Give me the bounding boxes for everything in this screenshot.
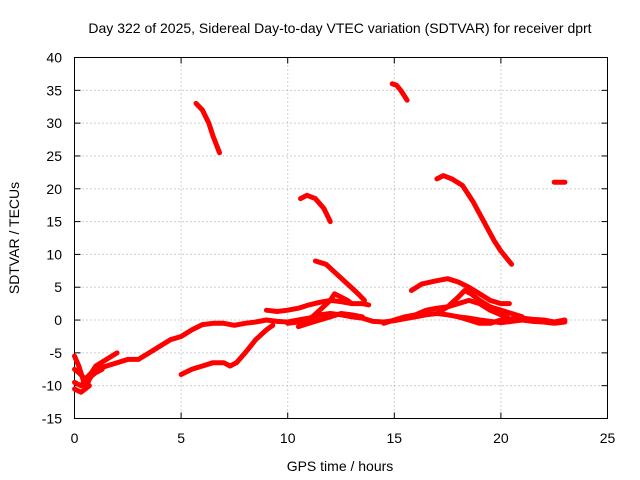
y-tick-label: 5 bbox=[54, 279, 62, 295]
y-axis-label: SDTVAR / TECUs bbox=[6, 182, 22, 294]
series-line-arc-10 bbox=[298, 192, 333, 225]
tick-marks bbox=[74, 57, 608, 419]
series-line-arc-3 bbox=[72, 366, 105, 389]
series-line-arc-15 bbox=[434, 288, 525, 320]
x-tick-labels: 0 5 10 15 20 25 bbox=[71, 430, 616, 446]
y-tick-label: -15 bbox=[42, 411, 62, 427]
y-tick-label: 15 bbox=[46, 214, 62, 230]
y-tick-label: 30 bbox=[46, 115, 62, 131]
x-tick-label: 20 bbox=[493, 430, 509, 446]
x-axis-label: GPS time / hours bbox=[287, 458, 394, 474]
y-tick-label: 25 bbox=[46, 148, 62, 164]
chart-title: Day 322 of 2025, Sidereal Day-to-day VTE… bbox=[88, 20, 591, 36]
series-line-arc-7 bbox=[263, 297, 372, 314]
series-line-arc-6 bbox=[193, 100, 222, 156]
series-line-arc-8 bbox=[285, 291, 355, 326]
x-tick-label: 15 bbox=[387, 430, 403, 446]
y-tick-label: 0 bbox=[54, 312, 62, 328]
series-line-arc-11 bbox=[312, 258, 367, 303]
series-line-arc-2 bbox=[72, 350, 120, 382]
y-tick-label: -5 bbox=[50, 345, 63, 361]
y-tick-label: -10 bbox=[42, 378, 62, 394]
series-line-arc-12 bbox=[389, 81, 410, 103]
y-tick-label: 35 bbox=[46, 82, 62, 98]
grid bbox=[74, 57, 608, 419]
y-tick-labels: -15 -10 -5 0 5 10 15 20 25 30 35 40 bbox=[42, 50, 62, 427]
series-line-arc-9 bbox=[295, 311, 365, 330]
x-tick-label: 5 bbox=[177, 430, 185, 446]
series-layer bbox=[72, 81, 568, 395]
series-line-arc-14 bbox=[408, 276, 512, 307]
plot-frame bbox=[74, 57, 608, 419]
y-tick-label: 20 bbox=[46, 181, 62, 197]
y-tick-label: 10 bbox=[46, 246, 62, 262]
x-tick-label: 25 bbox=[600, 430, 616, 446]
y-tick-label: 40 bbox=[46, 50, 62, 66]
series-line-arc-17 bbox=[434, 173, 515, 267]
series-line-arc-5 bbox=[178, 322, 276, 377]
series-line-arc-16 bbox=[455, 314, 568, 326]
x-tick-label: 10 bbox=[280, 430, 296, 446]
series-line-arc-4 bbox=[72, 383, 92, 395]
x-tick-label: 0 bbox=[71, 430, 79, 446]
